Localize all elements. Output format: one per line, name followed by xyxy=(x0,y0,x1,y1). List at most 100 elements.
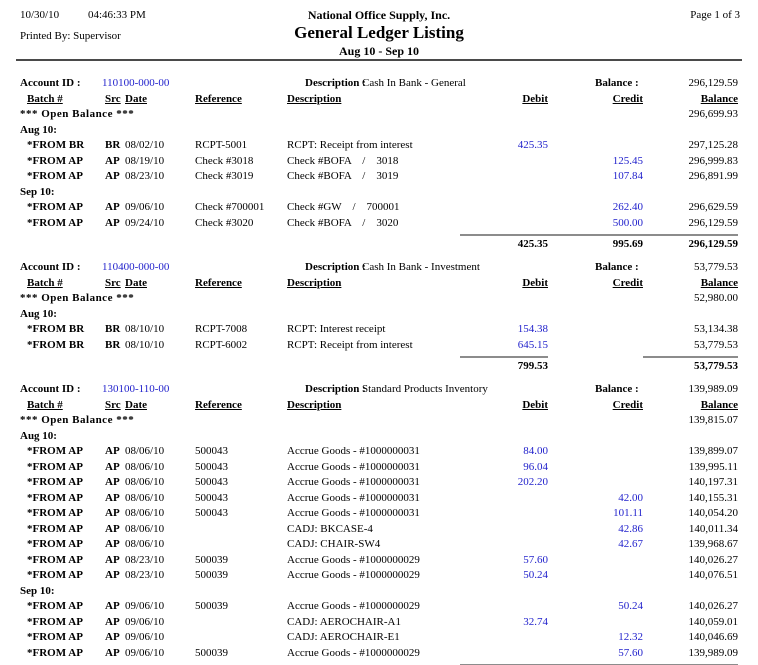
printed-by: Printed By: Supervisor xyxy=(20,30,121,42)
ledger-row: *FROM AP AP 08/06/10 500043 Accrue Goods - #… xyxy=(20,444,738,460)
month-header: Aug 10: xyxy=(20,123,57,136)
src-cell: AP xyxy=(105,631,120,643)
balance-cell: 140,059.01 xyxy=(688,615,739,628)
description-cell: Accrue Goods - #1000000031 xyxy=(287,460,420,473)
src-cell: AP xyxy=(105,216,120,229)
description-cell: CADJ: CHAIR-SW4 xyxy=(287,538,381,550)
credit-cell[interactable]: 12.32 xyxy=(618,631,643,643)
debit-cell[interactable]: 425.35 xyxy=(517,139,548,151)
description-cell: Check #GW / 700001 xyxy=(287,201,400,213)
date-cell: 09/06/10 xyxy=(125,631,165,643)
src-cell: BR xyxy=(105,338,121,351)
debit-cell[interactable]: 50.24 xyxy=(523,569,548,581)
account-id-label: Account ID : xyxy=(20,261,81,273)
batch-cell: *FROM BR xyxy=(27,139,85,151)
batch-cell: *FROM AP xyxy=(27,170,83,182)
credit-cell[interactable]: 42.86 xyxy=(618,522,643,535)
src-cell: AP xyxy=(105,600,120,612)
debit-cell[interactable]: 154.38 xyxy=(517,323,548,335)
balance-cell: 53,134.38 xyxy=(694,323,738,335)
column-header-src: Src xyxy=(105,92,121,105)
debit-cell xyxy=(460,154,548,170)
debit-cell[interactable]: 96.04 xyxy=(523,460,548,473)
ledger-row: *FROM AP AP 08/06/10 CADJ: CHAIR-SW4 42.67 13… xyxy=(20,537,738,553)
open-balance-row: *** Open Balance *** 296,699.93 xyxy=(20,107,738,123)
month-header: Aug 10: xyxy=(20,429,57,442)
account-id-link[interactable]: 110400-000-00 xyxy=(102,261,170,273)
date-cell: 08/10/10 xyxy=(125,323,165,335)
ledger-row: *FROM AP AP 09/24/10 Check #3020 Check #BOFA… xyxy=(20,216,738,232)
balance-cell: 140,155.31 xyxy=(688,491,739,504)
credit-cell[interactable]: 125.45 xyxy=(612,154,643,167)
description-cell: CADJ: AEROCHAIR-E1 xyxy=(287,631,400,643)
column-header-description: Description xyxy=(287,276,342,289)
credit-cell[interactable]: 262.40 xyxy=(612,201,643,213)
column-header-debit: Debit xyxy=(522,398,548,411)
open-balance-value: 52,980.00 xyxy=(694,292,738,304)
balance-cell: 53,779.53 xyxy=(694,338,738,351)
balance-cell: 139,968.67 xyxy=(688,538,739,550)
credit-cell[interactable]: 500.00 xyxy=(612,216,643,229)
description-cell: Accrue Goods - #1000000031 xyxy=(287,507,420,519)
date-cell: 08/06/10 xyxy=(125,538,165,550)
page-number: Page 1 of 3 xyxy=(690,9,740,21)
credit-cell xyxy=(548,475,643,491)
account-balance: 139,989.09 xyxy=(688,383,739,395)
debit-cell[interactable]: 645.15 xyxy=(517,338,548,351)
balance-cell: 140,026.27 xyxy=(688,553,739,566)
debit-cell[interactable]: 32.74 xyxy=(523,615,548,628)
column-header-credit: Credit xyxy=(612,398,643,411)
src-cell: BR xyxy=(105,323,121,335)
ledger-row: *FROM AP AP 08/23/10 Check #3019 Check #BOFA… xyxy=(20,169,738,185)
balance-cell: 140,054.20 xyxy=(688,507,739,519)
total-debit: 425.35 xyxy=(460,234,548,252)
src-cell: AP xyxy=(105,154,120,167)
credit-cell[interactable]: 50.24 xyxy=(618,600,643,612)
account-id-link[interactable]: 110100-000-00 xyxy=(102,77,170,89)
open-balance-value: 296,699.93 xyxy=(688,108,739,120)
ledger-row: *FROM AP AP 08/06/10 500043 Accrue Goods - #… xyxy=(20,460,738,476)
date-cell: 09/06/10 xyxy=(125,615,165,628)
ledger-row: *FROM AP AP 08/23/10 500039 Accrue Goods - #… xyxy=(20,553,738,569)
src-cell: AP xyxy=(105,569,120,581)
debit-cell[interactable]: 84.00 xyxy=(523,445,548,457)
debit-cell[interactable]: 57.60 xyxy=(523,553,548,566)
date-cell: 08/06/10 xyxy=(125,476,165,488)
batch-cell: *FROM AP xyxy=(27,507,83,519)
column-header-reference: Reference xyxy=(195,276,242,289)
ledger-row: *FROM AP AP 08/06/10 500043 Accrue Goods - #… xyxy=(20,491,738,507)
report-time: 04:46:33 PM xyxy=(88,9,146,21)
reference-cell: RCPT-6002 xyxy=(195,338,248,351)
account-header-row: Account ID : 130100-110-00 Description : St… xyxy=(20,382,738,398)
date-cell: 08/23/10 xyxy=(125,553,165,566)
column-header-date: Date xyxy=(125,92,147,105)
ledger-row: *FROM BR BR 08/10/10 RCPT-7008 RCPT: Interes… xyxy=(20,322,738,338)
open-balance-label: *** Open Balance *** xyxy=(20,414,135,426)
reference-cell: 500039 xyxy=(195,569,228,581)
description-cell: Accrue Goods - #1000000029 xyxy=(287,553,420,566)
account-id-link[interactable]: 130100-110-00 xyxy=(102,383,170,395)
description-label: Description : xyxy=(305,261,366,273)
date-cell: 08/19/10 xyxy=(125,154,165,167)
debit-cell xyxy=(460,646,548,662)
balance-cell: 139,989.09 xyxy=(688,646,739,659)
credit-cell[interactable]: 57.60 xyxy=(618,646,643,659)
src-cell: AP xyxy=(105,201,120,213)
column-header-row: Batch # Src Date Reference Description Debit C… xyxy=(20,92,738,108)
reference-cell: 500043 xyxy=(195,460,228,473)
credit-cell[interactable]: 101.11 xyxy=(613,507,643,519)
credit-cell[interactable]: 42.67 xyxy=(618,538,643,550)
column-header-balance: Balance xyxy=(700,398,738,411)
description-cell: Accrue Goods - #1000000029 xyxy=(287,600,420,612)
ledger-row: *FROM AP AP 09/06/10 CADJ: AEROCHAIR-A1 32.7… xyxy=(20,615,738,631)
date-cell: 09/06/10 xyxy=(125,646,165,659)
reference-cell: Check #700001 xyxy=(195,201,265,213)
credit-cell[interactable]: 42.00 xyxy=(618,491,643,504)
ledger-row: *FROM BR BR 08/10/10 RCPT-6002 RCPT: Receipt… xyxy=(20,338,738,354)
column-header-reference: Reference xyxy=(195,398,242,411)
credit-cell[interactable]: 107.84 xyxy=(612,170,643,182)
account-section: Account ID : 110400-000-00 Description : Ca… xyxy=(20,260,738,374)
credit-cell xyxy=(548,460,643,476)
debit-cell[interactable]: 202.20 xyxy=(517,476,548,488)
